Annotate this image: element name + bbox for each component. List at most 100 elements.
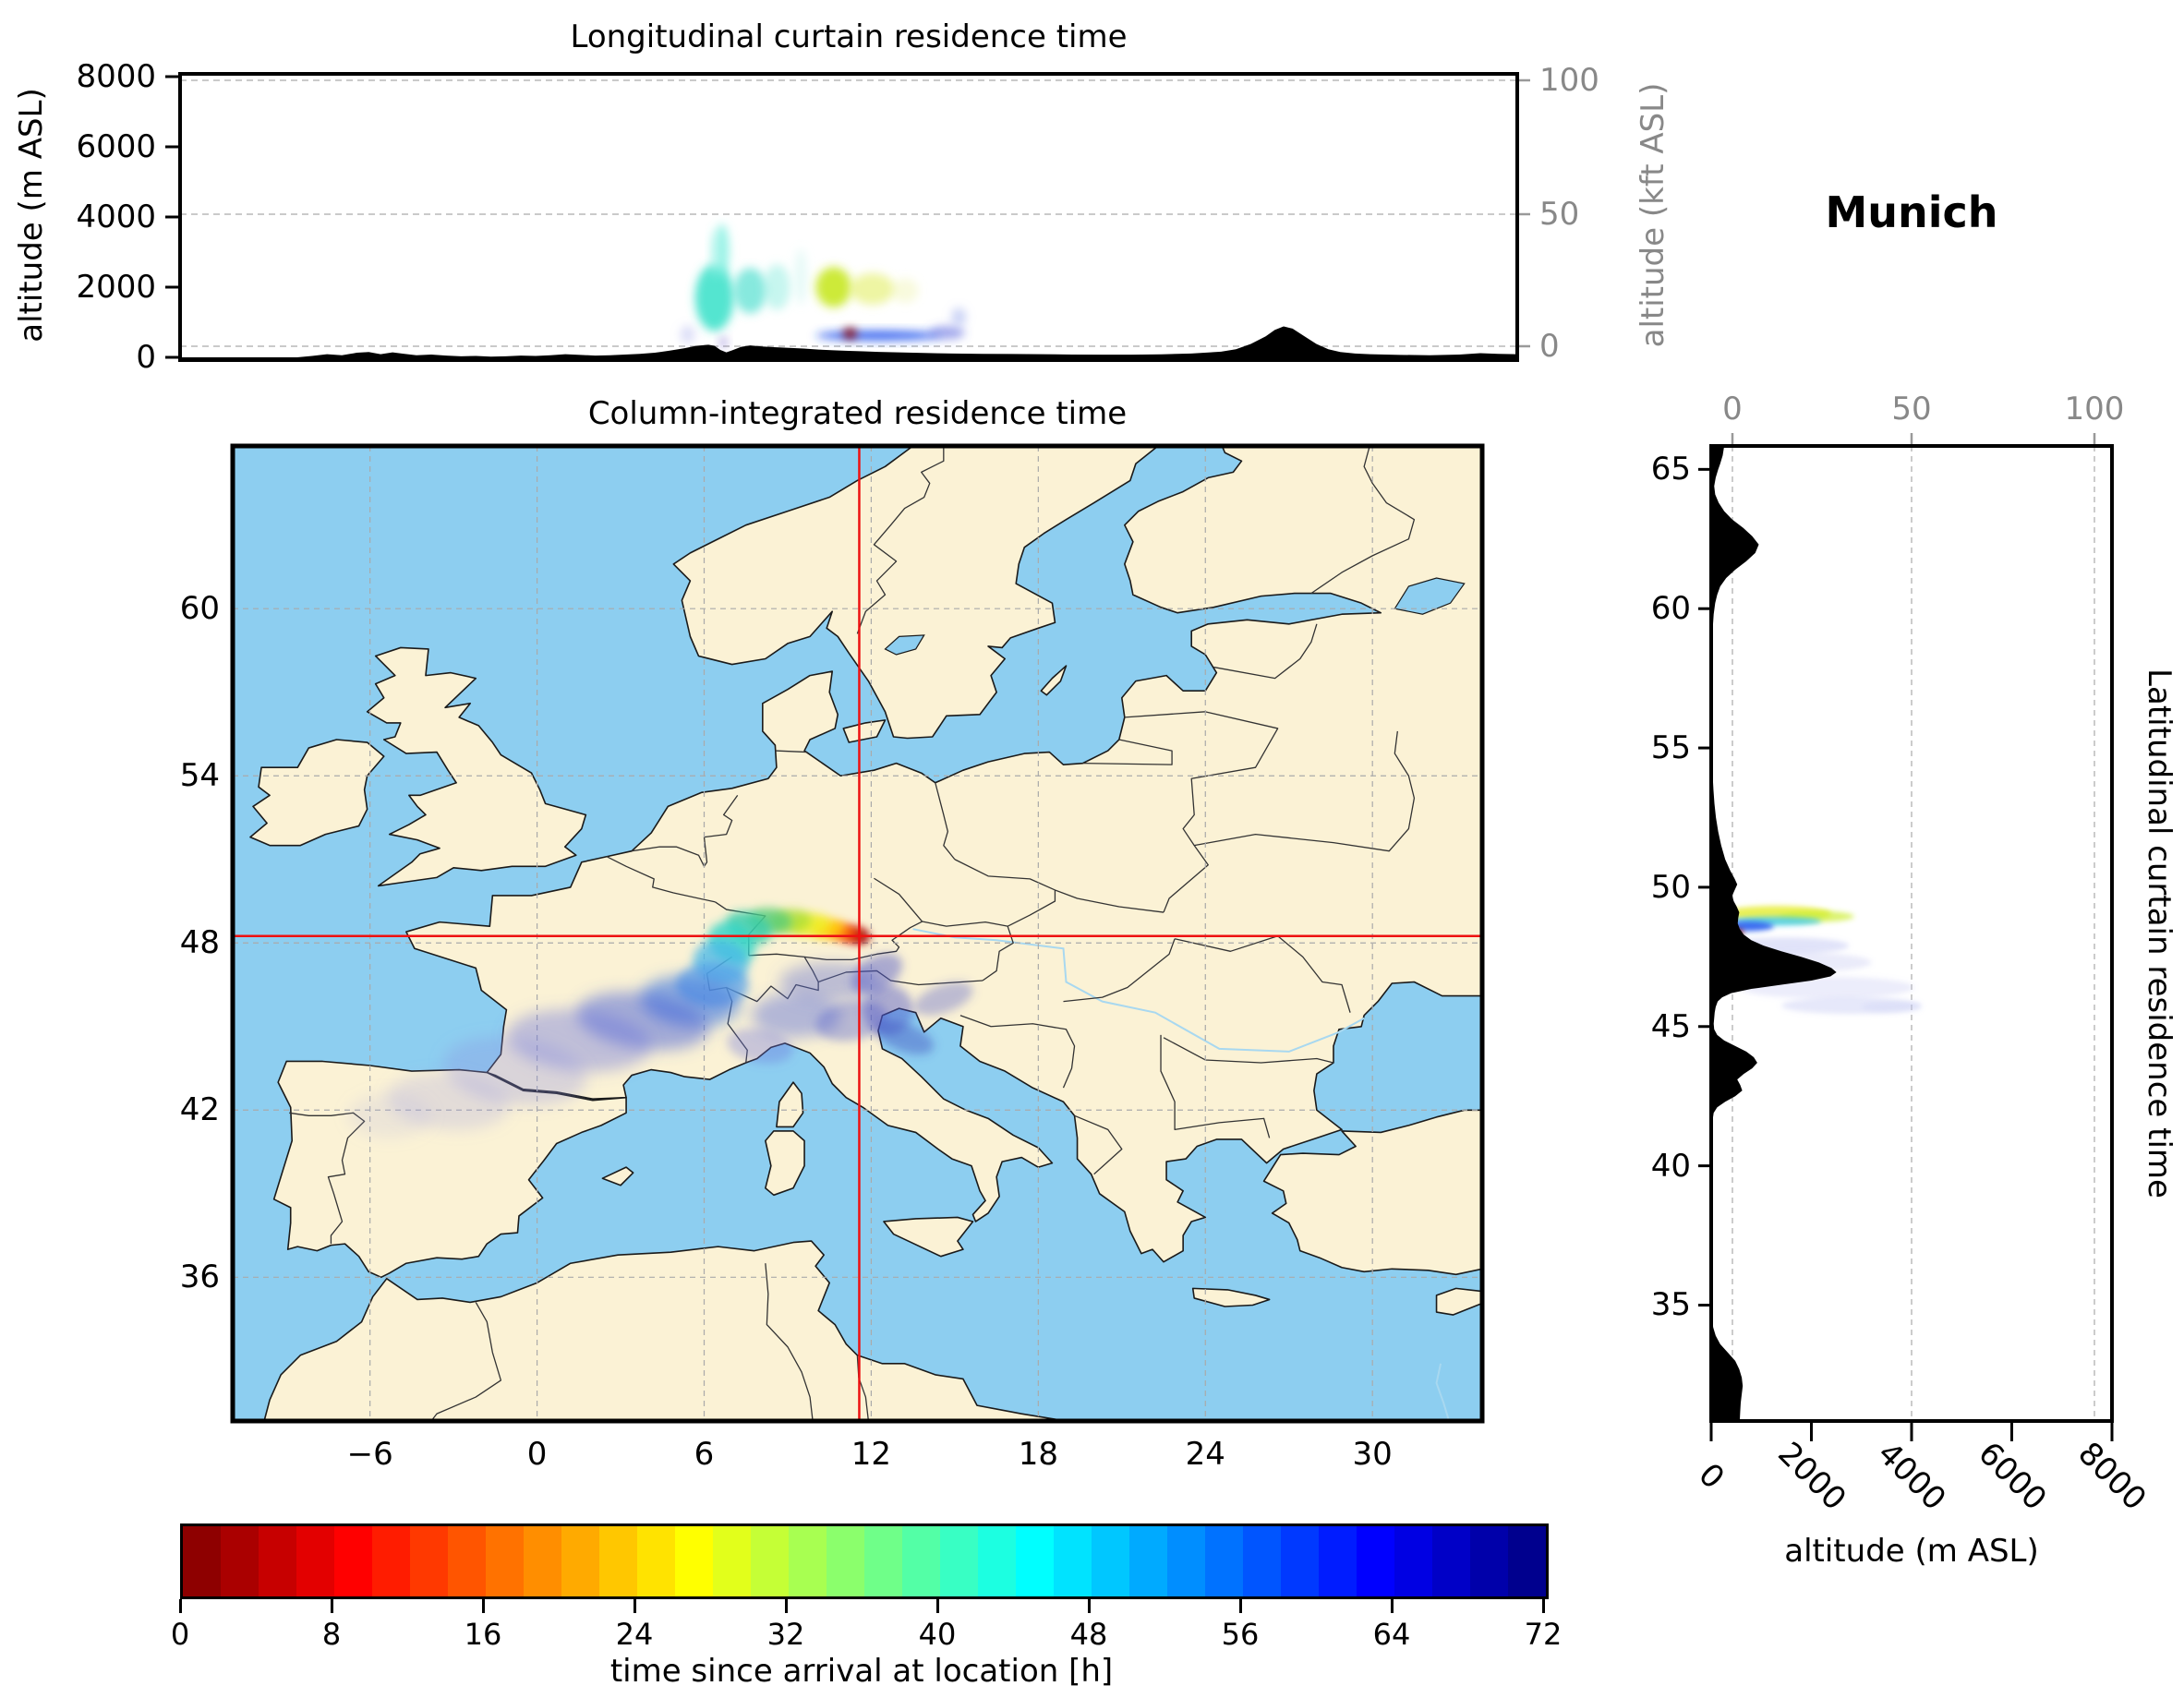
rp-kft-tick-label: 50 bbox=[1891, 391, 1932, 428]
colorbar-segment bbox=[902, 1526, 940, 1596]
colorbar-tick bbox=[633, 1599, 636, 1613]
colorbar-segment bbox=[599, 1526, 637, 1596]
latitudinal-curtain-plot bbox=[1698, 433, 2114, 1441]
map-lon-tick-label: 30 bbox=[1352, 1436, 1393, 1473]
colorbar-tick-label: 40 bbox=[918, 1617, 957, 1652]
colorbar-segment bbox=[1394, 1526, 1432, 1596]
top-left-axis-label: altitude (m ASL) bbox=[13, 88, 50, 343]
map-lon-tick-label: 6 bbox=[694, 1436, 715, 1473]
colorbar-segment bbox=[1054, 1526, 1092, 1596]
tp-ytick-label: 4000 bbox=[76, 199, 156, 235]
map-lon-tick-label: 18 bbox=[1018, 1436, 1058, 1473]
top-right-axis-label: altitude (kft ASL) bbox=[1635, 82, 1671, 348]
colorbar-segment bbox=[1016, 1526, 1054, 1596]
colorbar-segment bbox=[410, 1526, 448, 1596]
map-lon-tick-label: 12 bbox=[851, 1436, 892, 1473]
rp-alt-tick-label: 6000 bbox=[1970, 1435, 2054, 1518]
map-title: Column-integrated residence time bbox=[587, 395, 1128, 432]
tp-ytick-label: 2000 bbox=[76, 269, 156, 306]
colorbar-tick-label: 24 bbox=[615, 1617, 654, 1652]
right-panel-right-label: Latitudinal curtain residence time bbox=[2141, 668, 2178, 1198]
rp-lat-tick-label: 65 bbox=[1650, 451, 1691, 488]
rp-kft-tick-label: 0 bbox=[1722, 391, 1743, 428]
rp-lat-tick-label: 40 bbox=[1650, 1147, 1691, 1185]
colorbar-segment bbox=[1129, 1526, 1167, 1596]
rp-lat-tick-label: 45 bbox=[1650, 1007, 1691, 1045]
colorbar-segment bbox=[940, 1526, 978, 1596]
map-lon-tick-label: 0 bbox=[526, 1436, 548, 1473]
colorbar-segment bbox=[1432, 1526, 1470, 1596]
colorbar-segment bbox=[1508, 1526, 1546, 1596]
rp-lat-tick-label: 35 bbox=[1650, 1286, 1691, 1324]
colorbar-segment bbox=[334, 1526, 372, 1596]
map-lon-tick-label: 24 bbox=[1185, 1436, 1225, 1473]
colorbar-segment bbox=[561, 1526, 599, 1596]
colorbar-tick bbox=[1238, 1599, 1242, 1613]
colorbar-tick-label: 32 bbox=[766, 1617, 805, 1652]
top-panel-title: Longitudinal curtain residence time bbox=[570, 18, 1128, 55]
map-lat-tick-label: 60 bbox=[179, 590, 220, 628]
colorbar-segment bbox=[1092, 1526, 1129, 1596]
colorbar-tick-label: 0 bbox=[170, 1617, 190, 1652]
rp-lat-tick-label: 55 bbox=[1650, 729, 1691, 767]
colorbar-segment bbox=[221, 1526, 259, 1596]
colorbar-strip bbox=[180, 1523, 1549, 1599]
colorbar-segment bbox=[1167, 1526, 1205, 1596]
colorbar-tick bbox=[178, 1599, 182, 1613]
column-integrated-map bbox=[230, 443, 1485, 1424]
map-lat-tick-label: 48 bbox=[179, 924, 220, 962]
colorbar-segment bbox=[259, 1526, 296, 1596]
tp-right-tick-label: 100 bbox=[1539, 61, 1599, 99]
rp-alt-tick-label: 4000 bbox=[1870, 1435, 1953, 1518]
colorbar-tick bbox=[1541, 1599, 1545, 1613]
colorbar-tick bbox=[784, 1599, 788, 1613]
colorbar-segment bbox=[1281, 1526, 1319, 1596]
colorbar-segment bbox=[486, 1526, 524, 1596]
colorbar-segment bbox=[1470, 1526, 1508, 1596]
colorbar-segment bbox=[864, 1526, 902, 1596]
colorbar-segment bbox=[1243, 1526, 1281, 1596]
colorbar-tick-label: 48 bbox=[1069, 1617, 1108, 1652]
map-lat-tick-label: 36 bbox=[179, 1258, 220, 1296]
station-title: Munich bbox=[1825, 187, 1998, 237]
map-lon-tick-label: −6 bbox=[346, 1436, 393, 1473]
tp-ytick-label: 0 bbox=[136, 339, 156, 376]
longitudinal-curtain-plot bbox=[165, 72, 1530, 362]
colorbar-tick-label: 72 bbox=[1524, 1617, 1563, 1652]
colorbar-segment bbox=[183, 1526, 221, 1596]
rp-lat-tick-label: 50 bbox=[1650, 868, 1691, 906]
colorbar-segment bbox=[978, 1526, 1016, 1596]
rp-kft-tick-label: 100 bbox=[2064, 391, 2125, 428]
colorbar-segment bbox=[675, 1526, 713, 1596]
colorbar-segment bbox=[789, 1526, 827, 1596]
tp-ytick-label: 6000 bbox=[76, 128, 156, 165]
colorbar-segment bbox=[296, 1526, 334, 1596]
tp-right-tick-label: 0 bbox=[1539, 327, 1560, 365]
colorbar-segment bbox=[1205, 1526, 1243, 1596]
rp-alt-tick-label: 2000 bbox=[1769, 1435, 1853, 1518]
map-lat-tick-label: 42 bbox=[179, 1091, 220, 1129]
colorbar-tick-label: 64 bbox=[1372, 1617, 1411, 1652]
colorbar-tick-label: 56 bbox=[1221, 1617, 1260, 1652]
colorbar-tick bbox=[481, 1599, 485, 1613]
colorbar-tick-label: 16 bbox=[464, 1617, 502, 1652]
colorbar-segment bbox=[827, 1526, 864, 1596]
tp-ytick-label: 8000 bbox=[76, 58, 156, 95]
tp-right-tick-label: 50 bbox=[1539, 195, 1580, 233]
right-panel-bottom-label: altitude (m ASL) bbox=[1784, 1533, 2039, 1570]
colorbar-tick bbox=[1390, 1599, 1394, 1613]
rp-alt-tick-label: 0 bbox=[1691, 1456, 1732, 1497]
colorbar-segment bbox=[524, 1526, 561, 1596]
colorbar-segment bbox=[1357, 1526, 1394, 1596]
rp-alt-tick-label: 8000 bbox=[2070, 1435, 2154, 1518]
colorbar-segment bbox=[1319, 1526, 1357, 1596]
colorbar-tick bbox=[935, 1599, 939, 1613]
rp-lat-tick-label: 60 bbox=[1650, 590, 1691, 628]
colorbar-tick bbox=[330, 1599, 333, 1613]
colorbar-tick-label: 8 bbox=[321, 1617, 342, 1652]
map-lat-tick-label: 54 bbox=[179, 757, 220, 795]
colorbar-segment bbox=[448, 1526, 486, 1596]
colorbar-tick bbox=[1087, 1599, 1091, 1613]
colorbar-segment bbox=[751, 1526, 789, 1596]
